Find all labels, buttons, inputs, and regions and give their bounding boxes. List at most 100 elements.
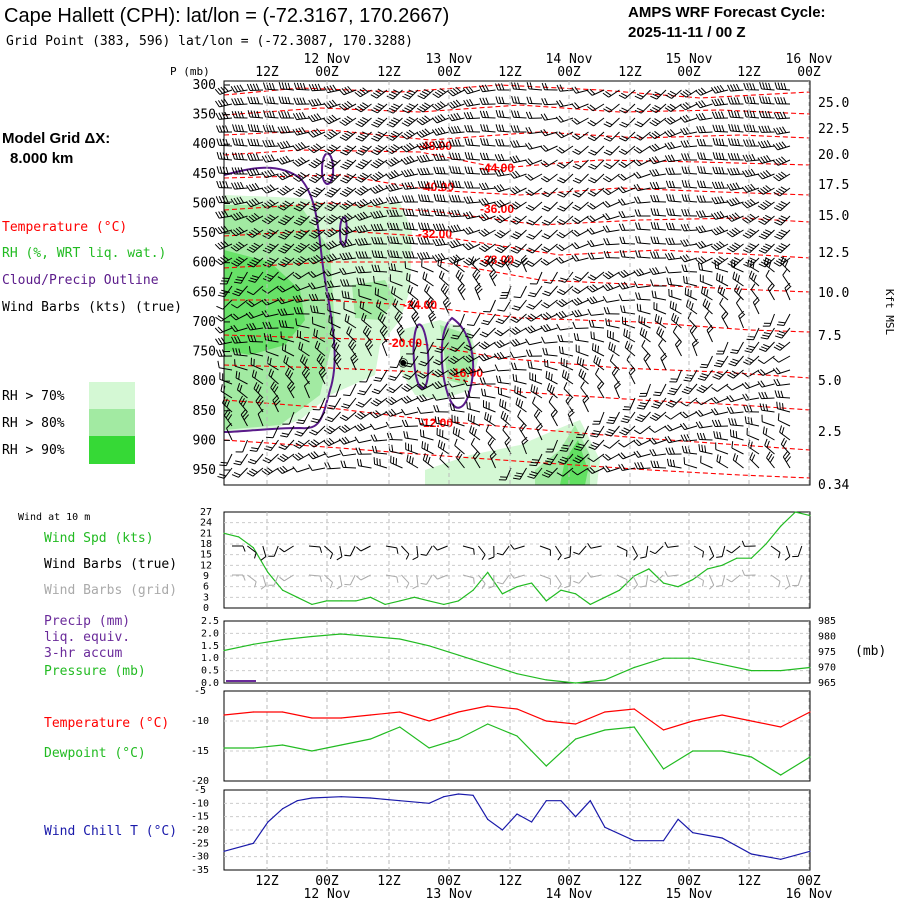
wind-barb-flag (252, 322, 257, 330)
wind-barb-flag (478, 183, 484, 190)
wind-barb-flag (455, 86, 462, 93)
wind-barb-flag (369, 423, 375, 430)
wind-barb-flag (305, 372, 311, 379)
wind-barb-flag (345, 252, 350, 260)
wind-barb (403, 355, 419, 368)
wind-barb-flag (298, 127, 304, 134)
wind-barb-flag (377, 131, 385, 136)
wind-barb-shaft (392, 89, 403, 100)
wind-barb-flag (233, 313, 239, 319)
wind-barb-flag (283, 126, 288, 133)
wind-barb-flag (292, 455, 299, 461)
wind-barb-flag (279, 466, 286, 473)
wind-barb (326, 397, 341, 410)
wind-barb (463, 211, 481, 220)
wind-barb (371, 131, 388, 142)
wind-barb-shaft (250, 130, 264, 133)
wind-barb (437, 258, 450, 273)
wind-barb (371, 264, 388, 273)
wind-barb-shaft (330, 145, 341, 155)
wind-barb-flag (424, 102, 431, 107)
wind-barb (417, 369, 434, 379)
wind-barb-flag (284, 111, 288, 119)
wind-barb-flag (235, 227, 242, 234)
wind-barb-shaft (377, 131, 388, 142)
wind-barb-flag (223, 98, 229, 106)
wind-barb-shaft (534, 285, 543, 298)
wind-barb-flag (419, 118, 426, 124)
wind-barb (411, 310, 420, 329)
wind-barb-flag (514, 186, 521, 192)
wind-barb-shaft (236, 299, 248, 309)
wind-barb-shaft (329, 131, 341, 140)
wind-barb-flag (348, 252, 353, 259)
wind-barb (217, 360, 233, 371)
wind-barb (509, 155, 527, 164)
wind-barb-flag (417, 374, 424, 379)
wind-barb-flag (297, 158, 304, 164)
wind-barb-shaft (420, 145, 434, 151)
wind-barb-shaft (327, 298, 341, 301)
wind-barb-flag (277, 221, 285, 226)
wind-barb-flag (422, 154, 428, 162)
wind-barb-flag (417, 252, 422, 260)
wind-barb-flag (475, 285, 482, 292)
wind-barb-shaft (223, 467, 233, 479)
wind-barb (358, 288, 372, 301)
wind-barb-flag (448, 194, 452, 202)
wind-barb (431, 101, 450, 111)
wind-barb-flag (636, 303, 639, 311)
wind-barb-flag (376, 299, 379, 307)
wind-barb-shaft (513, 368, 527, 371)
wind-barb-flag (357, 401, 365, 406)
wind-barb-flag (419, 143, 425, 150)
wind-barb-shaft (250, 187, 264, 192)
wind-barb (422, 453, 434, 469)
wind-barb (463, 98, 481, 107)
wind-barb-flag (515, 140, 520, 147)
wind-barb-shaft (281, 131, 295, 134)
wind-barb-shaft (329, 215, 341, 225)
wind-barb (339, 200, 357, 211)
wind-barb-flag (215, 316, 222, 322)
wind-barb-flag (432, 141, 437, 148)
wind-barb-shaft (544, 117, 558, 121)
wind-barb-flag (220, 256, 227, 263)
wind-barb (230, 313, 248, 321)
wind-barb-flag (362, 211, 369, 218)
wind-barb (278, 81, 295, 91)
wind-barb-flag (238, 241, 245, 247)
wind-barb-flag (528, 349, 533, 357)
wind-barb-shaft (390, 159, 403, 167)
wind-barb-shaft (359, 425, 372, 432)
wind-barb-flag (341, 290, 344, 298)
wind-barb-shaft (484, 341, 496, 350)
wind-barb-shaft (530, 173, 543, 181)
wind-barb-flag (272, 96, 275, 104)
wind-barb-shaft (297, 159, 310, 167)
wind-barb (489, 450, 497, 469)
wind-barb-flag (465, 355, 472, 362)
wind-barb-flag (475, 274, 481, 281)
wind-barb (401, 116, 419, 127)
wind-barb-shaft (530, 390, 543, 399)
wind-barb-flag (412, 313, 419, 320)
wind-barb-flag (372, 162, 380, 167)
wind-barb-flag (287, 82, 291, 90)
wind-barb-shaft (482, 369, 496, 373)
wind-barb-flag (284, 215, 292, 220)
wind-barb-flag (326, 280, 332, 288)
wind-barb-flag (214, 88, 221, 95)
wind-barb-flag (282, 171, 289, 178)
wind-barb-shaft (377, 103, 388, 114)
wind-barb-flag (264, 457, 272, 462)
wind-barb (416, 394, 434, 403)
wind-barb-flag (498, 110, 502, 118)
wind-barb-flag (451, 152, 455, 160)
wind-barb-flag (261, 171, 267, 178)
wind-barb-shaft (451, 215, 465, 218)
wind-barb-flag (367, 344, 374, 351)
wind-barb-shaft (761, 116, 775, 119)
wind-barb-flag (395, 209, 399, 217)
wind-barb (339, 115, 357, 126)
